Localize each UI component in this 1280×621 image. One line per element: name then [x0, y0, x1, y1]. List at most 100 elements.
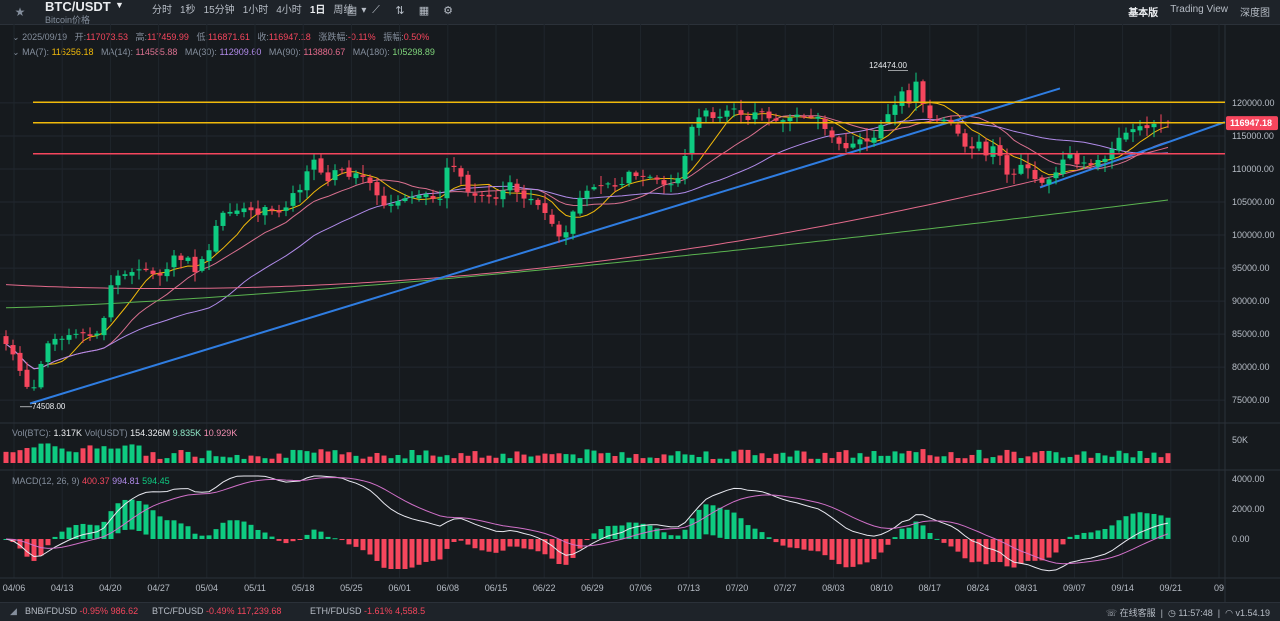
interval-tabs: 分时 1秒 15分钟 1小时 4小时 1日 周线 ▾	[148, 4, 370, 18]
headset-icon: ☏	[1105, 608, 1118, 618]
volume-bar	[122, 445, 128, 463]
collapse-icon[interactable]: ⌄	[12, 32, 20, 42]
ticker-item[interactable]: ETH/FDUSD -1.61% 4,558.5	[310, 606, 425, 616]
macd-histogram-bar	[1060, 539, 1066, 545]
support-link[interactable]: 在线客服	[1119, 608, 1156, 618]
macd-histogram-bar	[1109, 525, 1115, 539]
volume-bar	[815, 458, 821, 463]
ticker-pair: BNB/FDUSD	[25, 606, 78, 616]
view-tab-depth[interactable]: 深度图	[1240, 8, 1270, 19]
favorite-star-icon[interactable]: ★	[14, 5, 26, 19]
macd-histogram-bar	[318, 531, 324, 539]
candle-body	[500, 190, 506, 200]
view-tab-basic[interactable]: 基本版	[1128, 8, 1159, 19]
volume-bar	[703, 451, 709, 463]
symbol-subtitle[interactable]: Bitcoin价格	[45, 15, 91, 25]
macd-histogram-bar	[283, 539, 289, 544]
macd-histogram-bar	[276, 539, 282, 541]
volume-bar	[129, 444, 135, 463]
volume-bar	[906, 450, 912, 463]
volume-bar	[752, 455, 758, 463]
candle-body	[752, 112, 758, 120]
price-chart[interactable]: 120000.00 115000.00 110000.00 105000.00 1000…	[0, 0, 1280, 602]
candle-body	[780, 120, 786, 122]
interval-tab[interactable]: 1秒	[180, 5, 196, 16]
macd-histogram-bar	[815, 539, 821, 552]
macd-histogram-bar	[311, 529, 317, 539]
volume-bar	[1095, 453, 1101, 463]
settings-gear-icon[interactable]: ⚙	[443, 5, 453, 17]
volume-bar	[836, 451, 842, 463]
macd-histogram-bar	[115, 503, 121, 534]
macd-histogram-bar	[1137, 512, 1143, 539]
date-axis-label: 09	[1214, 583, 1224, 593]
candle-body	[640, 175, 646, 177]
vol-usdt-label: Vol(USDT)	[84, 428, 128, 438]
volume-bar	[339, 454, 345, 463]
candle-body	[10, 345, 16, 355]
macd-histogram-bar	[66, 527, 72, 539]
volume-bar	[451, 458, 457, 463]
interval-tab[interactable]: 1小时	[242, 5, 269, 16]
volume-bar	[241, 458, 247, 463]
interval-tab[interactable]: 15分钟	[203, 5, 235, 16]
candle-body	[52, 338, 58, 345]
candle-body	[409, 196, 415, 198]
macd-histogram-bar	[780, 539, 786, 546]
macd-histogram-bar	[395, 539, 401, 569]
volume-bar	[969, 454, 975, 463]
candle-body	[899, 91, 905, 106]
interval-tab[interactable]: 分时	[152, 5, 172, 16]
volume-bar	[1053, 452, 1059, 463]
chevron-down-icon[interactable]: ▼	[115, 0, 124, 10]
macd-histogram-bar	[1123, 516, 1129, 539]
volume-bar	[45, 443, 51, 463]
volume-bar	[990, 457, 996, 463]
layout-icon[interactable]: ▦	[418, 5, 430, 17]
volume-bar	[255, 456, 261, 463]
macd-histogram-bar	[689, 518, 695, 539]
view-tab-tradingview[interactable]: Trading View	[1170, 4, 1228, 15]
compare-icon[interactable]: ⇅	[395, 5, 405, 17]
interval-tab[interactable]: 周线	[333, 5, 354, 16]
ma7-value: 116256.18	[51, 47, 94, 57]
date-axis-label: 09/14	[1111, 583, 1134, 593]
date-axis-label: 09/21	[1160, 583, 1183, 593]
volume-bar	[409, 449, 415, 463]
indicators-icon[interactable]: ▤	[346, 5, 358, 17]
volume-bar	[171, 453, 177, 463]
collapse-icon[interactable]: ⌄	[12, 47, 20, 57]
interval-tab-active[interactable]: 1日	[309, 5, 326, 16]
candle-body	[234, 210, 240, 214]
ticker-item[interactable]: BNB/FDUSD -0.95% 986.62	[25, 606, 138, 616]
volume-bar	[689, 454, 695, 463]
macd-histogram-bar	[661, 532, 667, 539]
macd-histogram-bar	[514, 539, 520, 547]
volume-bar	[178, 450, 184, 463]
macd-histogram-bar	[304, 534, 310, 539]
macd-histogram-bar	[654, 528, 660, 539]
volume-bar	[913, 452, 919, 463]
candle-body	[248, 207, 254, 211]
macd-histogram-bar	[346, 539, 352, 545]
candle-body	[367, 177, 373, 184]
candle-body	[31, 387, 37, 389]
price-axis-label: 105000.00	[1232, 197, 1275, 207]
ticker-item[interactable]: BTC/FDUSD -0.49% 117,239.68	[152, 606, 281, 616]
symbol-selector[interactable]: BTC/USDT	[45, 0, 111, 14]
interval-more-icon[interactable]: ▾	[361, 5, 367, 16]
candle-body	[178, 255, 184, 261]
candle-body	[213, 225, 219, 252]
drawing-icon[interactable]: ⟋	[372, 4, 380, 16]
macd-histogram-bar	[24, 539, 30, 557]
candle-body	[157, 273, 163, 276]
chart-tools: ▤ ⟋ ⇅ ▦ ⚙	[345, 4, 455, 17]
volume-bar	[276, 453, 282, 463]
macd-histogram-bar	[864, 539, 870, 563]
interval-tab[interactable]: 4小时	[276, 5, 302, 16]
low-label: 低:	[196, 32, 208, 42]
macd-histogram-bar	[360, 539, 366, 551]
volume-bar	[997, 455, 1003, 463]
candle-body	[1018, 164, 1024, 174]
candle-body	[220, 212, 226, 226]
